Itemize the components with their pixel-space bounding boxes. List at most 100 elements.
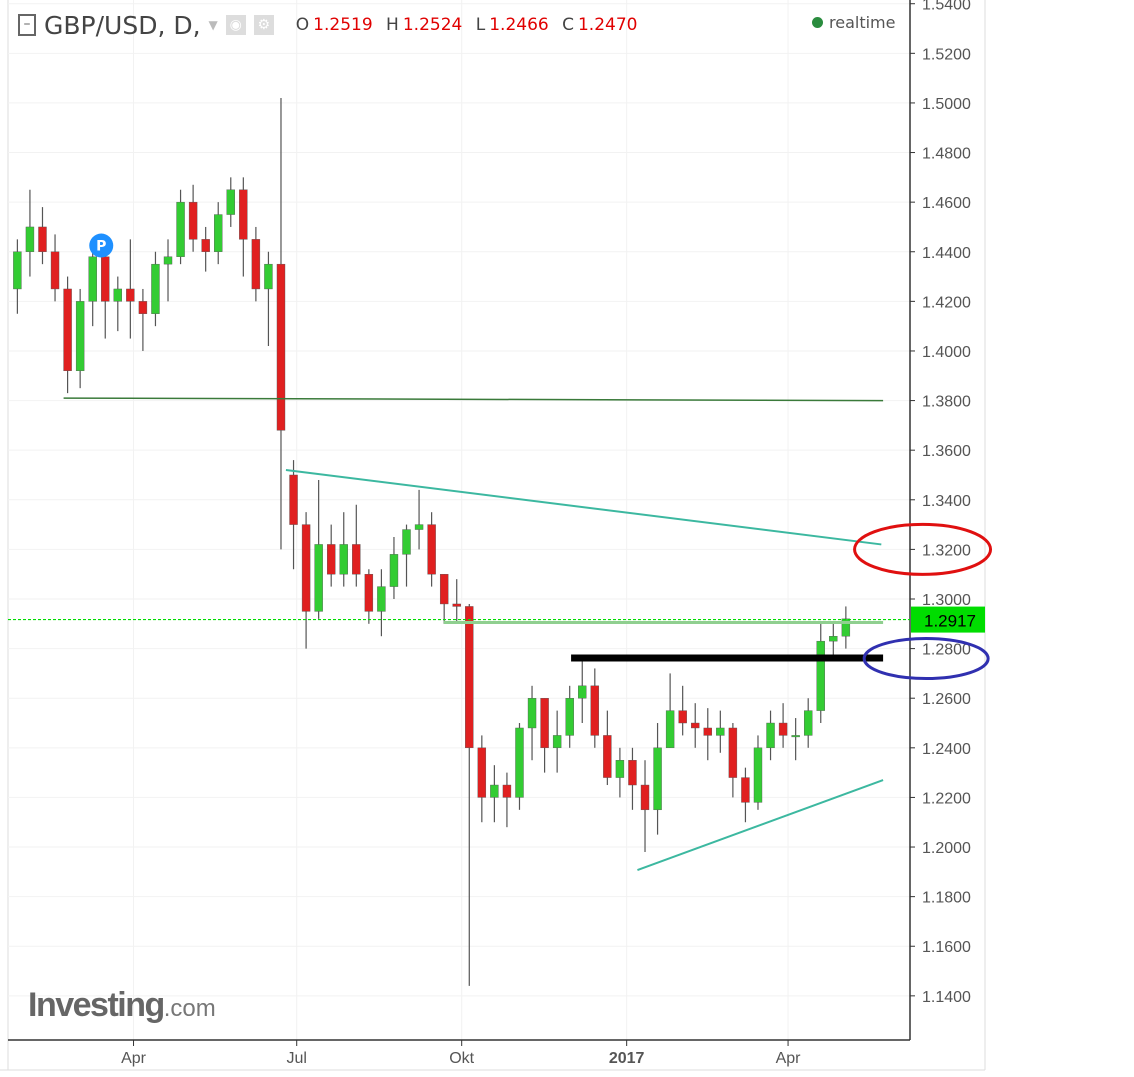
candle-up: [716, 727, 725, 736]
logo-suffix: .com: [163, 995, 216, 1022]
candle-up: [75, 301, 85, 372]
realtime-label: realtime: [829, 13, 896, 32]
candle-up: [791, 735, 800, 738]
candle-down: [276, 263, 286, 431]
candle-down: [239, 189, 248, 240]
candle-up: [151, 263, 160, 314]
candle-up: [578, 685, 587, 699]
y-tick-label: 1.3400: [922, 493, 971, 510]
candle-down: [465, 606, 474, 749]
y-tick-label: 1.3200: [922, 542, 971, 559]
candle-down: [477, 747, 487, 798]
low-value: 1.2466: [489, 15, 549, 35]
y-tick-label: 1.3800: [922, 394, 971, 411]
candle-up: [665, 710, 675, 749]
y-tick-label: 1.3000: [922, 592, 971, 609]
candle-down: [289, 474, 298, 525]
x-tick-label: 2017: [609, 1050, 645, 1067]
close-value: 1.2470: [577, 15, 638, 35]
y-tick-label: 1.4400: [922, 245, 971, 262]
y-tick-label: 1.4200: [922, 294, 971, 311]
descending-trendline: [285, 469, 882, 546]
candle-down: [691, 722, 700, 729]
candle-down: [628, 760, 637, 786]
candle-down: [590, 685, 600, 736]
last-price-badge: [911, 606, 985, 633]
candle-up: [314, 544, 323, 612]
candle-up: [803, 710, 813, 736]
y-tick-label: 1.1600: [922, 939, 971, 956]
candle-down: [138, 301, 148, 314]
x-tick-label: Apr: [776, 1050, 802, 1067]
candle-up: [753, 747, 763, 803]
candle-down: [364, 573, 374, 612]
collapse-icon[interactable]: –: [18, 14, 36, 36]
candle-up: [527, 698, 537, 729]
candle-down: [703, 727, 712, 736]
candle-down: [126, 288, 135, 302]
logo-brand: Investing: [28, 986, 165, 1024]
y-tick-label: 1.2200: [922, 790, 971, 807]
candle-down: [63, 288, 72, 372]
p-marker-icon: [89, 233, 114, 258]
candle-up: [88, 256, 97, 302]
candle-down: [427, 524, 436, 575]
y-tick-label: 1.5000: [922, 96, 971, 113]
open-value: 1.2519: [313, 15, 373, 35]
candle-up: [377, 586, 386, 612]
y-tick-label: 1.2000: [922, 840, 971, 857]
red-ellipse: [853, 522, 993, 576]
candle-down: [540, 698, 549, 749]
y-tick-label: 1.2400: [922, 741, 971, 758]
candle-up: [829, 636, 838, 642]
candle-down: [640, 784, 650, 811]
candle-up: [615, 760, 625, 778]
candle-up: [565, 698, 574, 736]
candle-up: [389, 554, 399, 587]
y-tick-label: 1.4000: [922, 344, 971, 361]
candle-down: [101, 256, 110, 302]
gear-icon[interactable]: ⚙: [253, 15, 274, 35]
candle-down: [678, 710, 687, 724]
candle-down: [301, 524, 311, 612]
last-price-label: 1.2917: [924, 612, 976, 631]
x-tick-label: Jul: [286, 1050, 306, 1067]
blue-ellipse: [862, 637, 990, 681]
candle-up: [176, 201, 185, 257]
candle-up: [264, 263, 273, 290]
dropdown-caret-icon[interactable]: ▼: [208, 18, 218, 32]
candle-up: [163, 256, 173, 265]
y-tick-label: 1.4800: [922, 146, 971, 163]
close-label: C: [562, 15, 574, 35]
candle-down: [452, 603, 461, 607]
candle-up: [841, 618, 851, 637]
candle-up: [653, 747, 662, 811]
candle-down: [251, 239, 261, 290]
candle-up: [402, 529, 411, 555]
candle-down: [439, 573, 449, 605]
x-tick-label: Apr: [121, 1050, 147, 1067]
candle-up: [490, 784, 499, 798]
candle-up: [13, 251, 22, 290]
y-tick-label: 1.2600: [922, 691, 971, 708]
candle-up: [113, 288, 123, 302]
candle-down: [50, 251, 60, 290]
candle-down: [188, 201, 198, 240]
high-label: H: [386, 15, 399, 35]
candle-up: [25, 226, 35, 252]
y-tick-label: 1.2800: [922, 642, 971, 659]
candle-up: [226, 189, 235, 215]
y-tick-label: 1.1800: [922, 890, 971, 907]
candle-up: [816, 640, 825, 711]
chart-header: – GBP/USD, D, ▼ ◉ ⚙ O 1.2519 H 1.2524 L 1.2…: [18, 8, 645, 42]
x-tick-label: Okt: [449, 1050, 474, 1067]
eye-icon[interactable]: ◉: [225, 15, 246, 35]
support-1380: [63, 397, 884, 402]
candle-up: [515, 727, 524, 798]
candle-down: [728, 727, 738, 778]
candle-down: [502, 784, 512, 798]
candle-down: [201, 239, 210, 252]
ohlc-readout: O 1.2519 H 1.2524 L 1.2466 C 1.2470: [296, 15, 646, 35]
y-tick-label: 1.5400: [922, 0, 971, 14]
